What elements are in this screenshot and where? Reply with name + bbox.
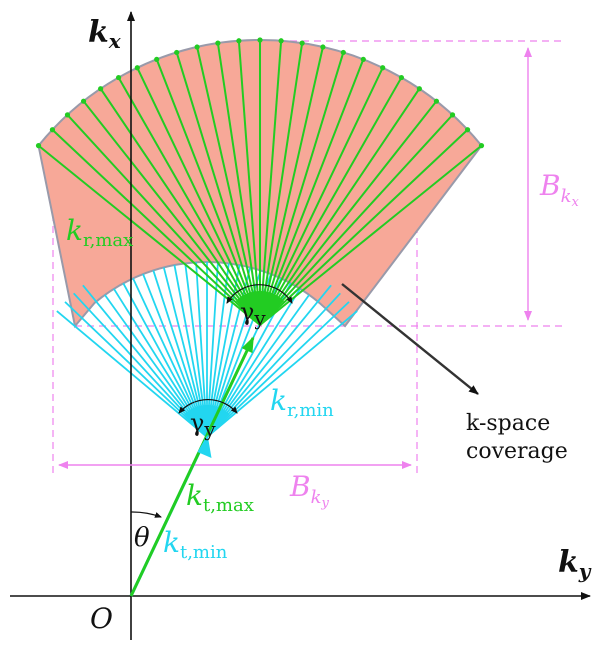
- coverage-label-line2: coverage: [466, 439, 568, 464]
- green-ray: [237, 40, 261, 326]
- bky-label: Bky: [289, 470, 330, 511]
- green-ray-tip: [320, 44, 326, 50]
- coverage-label-line1: k-space: [466, 411, 550, 436]
- kr-min-label: kr,min: [270, 384, 334, 421]
- kt-min-label: kt,min: [163, 526, 228, 563]
- green-ray: [99, 88, 261, 326]
- green-ray-tip: [115, 74, 122, 81]
- green-ray: [259, 77, 403, 326]
- green-ray-tip: [433, 98, 440, 104]
- cyan-ray: [56, 310, 208, 438]
- green-ray: [51, 128, 261, 326]
- green-ray-tip: [360, 56, 366, 62]
- green-ray: [259, 46, 324, 326]
- coverage-pointer-arrow: [341, 283, 479, 395]
- green-ray: [196, 46, 261, 326]
- green-ray-tip: [416, 86, 422, 92]
- gamma-label-inner: γy: [190, 409, 216, 441]
- green-ray: [117, 77, 261, 326]
- green-ray: [136, 67, 261, 326]
- cyan-ray: [206, 284, 332, 438]
- green-ray: [37, 144, 261, 326]
- green-ray-tip: [257, 37, 263, 43]
- green-ray: [259, 144, 483, 326]
- axes: [10, 11, 591, 640]
- green-wedge: [235, 291, 285, 325]
- green-ray-tip: [299, 40, 305, 46]
- green-ray-tip: [98, 86, 104, 92]
- kr-max-label: kr,max: [66, 214, 133, 251]
- green-ray: [82, 100, 261, 326]
- green-ray: [259, 42, 304, 326]
- green-ray: [259, 128, 469, 326]
- green-ray-tip: [340, 49, 346, 56]
- coverage-sector: [35, 37, 485, 438]
- bkx-label: Bkx: [539, 169, 580, 210]
- green-ray: [259, 40, 283, 326]
- theta-arc: [130, 511, 162, 518]
- kt-max-label: kt,max: [186, 479, 254, 516]
- green-ray-tip: [134, 65, 140, 71]
- green-ray-tip: [154, 56, 160, 62]
- green-ray-tip: [398, 74, 405, 81]
- cyan-ray: [206, 292, 341, 438]
- cyan-ray: [64, 301, 208, 438]
- green-ray-tip: [174, 49, 180, 56]
- kx-axis-label: kx: [88, 15, 122, 53]
- cyan-ray: [206, 301, 350, 438]
- green-ray: [175, 52, 261, 326]
- cyan-ray: [82, 284, 208, 438]
- green-ray: [155, 59, 261, 326]
- green-ray: [259, 100, 438, 326]
- cyan-ray: [206, 310, 358, 438]
- green-ray-tip: [64, 112, 71, 118]
- green-ray-tip: [80, 98, 87, 104]
- green-ray-tip: [278, 38, 284, 44]
- gamma-label-outer: γy: [240, 298, 266, 330]
- ky-axis-label: ky: [558, 545, 592, 583]
- green-ray-tip: [236, 38, 242, 44]
- green-ray-tip: [464, 127, 471, 133]
- green-ray: [259, 59, 365, 326]
- green-ray-tip: [215, 40, 221, 46]
- origin-label: O: [90, 602, 113, 635]
- green-ray-tip: [478, 143, 485, 149]
- kt-min-arrowhead: [197, 434, 212, 458]
- green-ray: [259, 52, 345, 326]
- green-ray: [66, 114, 261, 326]
- green-ray-tip: [194, 44, 200, 50]
- green-ray-tip: [380, 65, 386, 71]
- green-ray-tip: [449, 112, 456, 118]
- guide-lines: [52, 40, 566, 476]
- green-ray: [259, 88, 421, 326]
- green-ray: [259, 67, 384, 326]
- kt-max-vector: [129, 336, 255, 597]
- theta-label: θ: [134, 523, 150, 553]
- green-ray: [216, 42, 261, 326]
- green-ray-tip: [49, 127, 56, 133]
- green-ray: [259, 114, 454, 326]
- green-ray-tip: [35, 143, 42, 149]
